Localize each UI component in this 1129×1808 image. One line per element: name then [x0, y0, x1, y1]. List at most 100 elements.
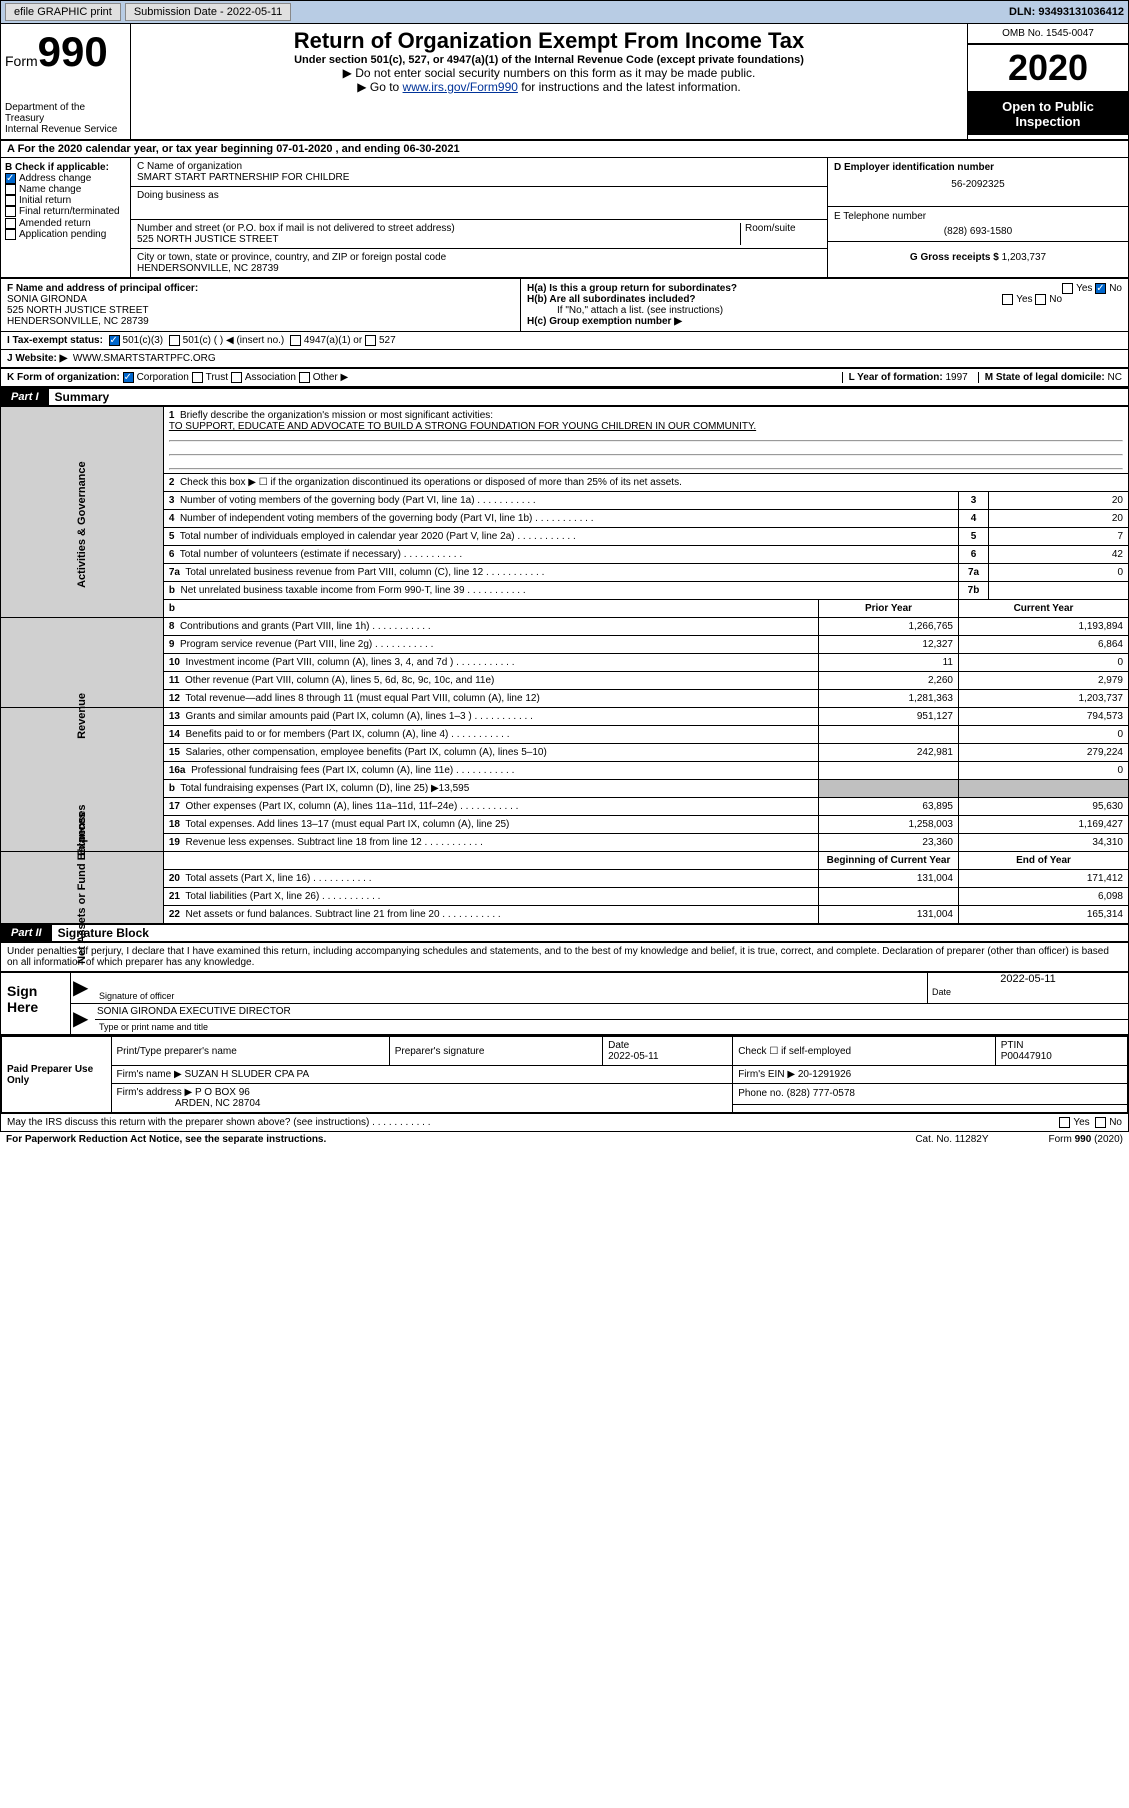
re3n: 16a [169, 765, 186, 776]
gr1v: 20 [989, 510, 1129, 528]
rn2n: 22 [169, 909, 180, 920]
ein-label: Firm's EIN ▶ [738, 1069, 795, 1080]
re6p: 1,258,003 [819, 816, 959, 834]
f-street: 525 NORTH JUSTICE STREET [7, 305, 149, 316]
chk-527[interactable] [365, 335, 376, 346]
re7n: 19 [169, 837, 180, 848]
penalties-text: Under penalties of perjury, I declare th… [0, 942, 1129, 972]
chk-trust[interactable] [192, 372, 203, 383]
chk-corp[interactable] [123, 372, 134, 383]
chk-501c3[interactable] [109, 335, 120, 346]
line-a: A For the 2020 calendar year, or tax yea… [0, 141, 1129, 158]
rr1t: Program service revenue (Part VIII, line… [180, 639, 433, 650]
dy: Yes [1073, 1117, 1089, 1128]
ha-label: H(a) Is this a group return for subordin… [527, 283, 737, 294]
omb-box: OMB No. 1545-0047 [968, 24, 1128, 45]
chk-pending[interactable] [5, 229, 16, 240]
hb-yes[interactable] [1002, 294, 1013, 305]
gr5t: Net unrelated business taxable income fr… [180, 585, 525, 596]
sig-name: SONIA GIRONDA EXECUTIVE DIRECTOR [95, 1004, 1128, 1020]
rn2p: 131,004 [819, 906, 959, 924]
section-f: F Name and address of principal officer:… [1, 279, 521, 331]
f-label: F Name and address of principal officer: [7, 283, 198, 294]
sign-here-label: Sign Here [1, 973, 71, 1034]
dept-1: Department of the Treasury [5, 102, 126, 124]
chk-assoc[interactable] [231, 372, 242, 383]
rr2t: Investment income (Part VIII, column (A)… [186, 657, 515, 668]
re5n: 17 [169, 801, 180, 812]
chk-final-return[interactable] [5, 206, 16, 217]
col-hdr-row: bPrior YearCurrent Year [1, 600, 1129, 618]
phone-value: (828) 693-1580 [834, 226, 1122, 237]
ln2n: 2 [169, 477, 175, 488]
gr0b: 3 [959, 492, 989, 510]
prep-h1: Print/Type preparer's name [111, 1036, 389, 1066]
rn1t: Total liabilities (Part X, line 26) [185, 891, 380, 902]
city-label: City or town, state or province, country… [137, 252, 446, 263]
chk-amended[interactable] [5, 218, 16, 229]
d-label: D Employer identification number [834, 162, 994, 173]
prep-h3: Date [608, 1040, 629, 1051]
section-d: D Employer identification number 56-2092… [828, 158, 1128, 207]
begin-hdr: Beginning of Current Year [827, 855, 951, 866]
ha-no[interactable] [1095, 283, 1106, 294]
part2-hdr: Part II [1, 925, 52, 941]
ha-yes[interactable] [1062, 283, 1073, 294]
no-lbl2: No [1049, 294, 1062, 305]
chk-name-change[interactable] [5, 184, 16, 195]
rr4t: Total revenue—add lines 8 through 11 (mu… [185, 693, 539, 704]
top-bar: efile GRAPHIC print Submission Date - 20… [0, 0, 1129, 24]
rr1p: 12,327 [819, 636, 959, 654]
gr2b: 5 [959, 528, 989, 546]
gov-row-4: 4 Number of independent voting members o… [1, 510, 1129, 528]
gov-row-7b: b Net unrelated business taxable income … [1, 582, 1129, 600]
b-opt-2: Initial return [19, 195, 71, 206]
gr1b: 4 [959, 510, 989, 528]
re5p: 63,895 [819, 798, 959, 816]
section-h: H(a) Is this a group return for subordin… [521, 279, 1128, 331]
re6t: Total expenses. Add lines 13–17 (must eq… [185, 819, 509, 830]
form-title: Return of Organization Exempt From Incom… [135, 28, 963, 54]
chk-initial-return[interactable] [5, 195, 16, 206]
chk-501c[interactable] [169, 335, 180, 346]
gr0t: Number of voting members of the governin… [180, 495, 536, 506]
form-number: 990 [38, 28, 108, 75]
b-opt-4: Amended return [19, 218, 91, 229]
dba-cell: Doing business as [131, 187, 827, 220]
city-cell: City or town, state or province, country… [131, 249, 827, 277]
i-opt1: 501(c) ( ) ◀ (insert no.) [183, 335, 285, 346]
prior-hdr: Prior Year [865, 603, 912, 614]
form-header: Form990 Department of the Treasury Inter… [0, 24, 1129, 141]
gr2v: 7 [989, 528, 1129, 546]
re5c: 95,630 [959, 798, 1129, 816]
part1-title: Summary [55, 390, 110, 404]
f-name: SONIA GIRONDA [7, 294, 87, 305]
re0n: 13 [169, 711, 180, 722]
re1c: 0 [959, 726, 1129, 744]
vert-rev: Revenue [1, 618, 164, 708]
g-label: G Gross receipts $ [910, 252, 999, 263]
right-info: D Employer identification number 56-2092… [828, 158, 1128, 277]
title-col: Return of Organization Exempt From Incom… [131, 24, 968, 139]
sub3-suffix: for instructions and the latest informat… [518, 80, 741, 94]
re7p: 23,360 [819, 834, 959, 852]
section-j: J Website: ▶ WWW.SMARTSTARTPFC.ORG [0, 350, 1129, 369]
rn1c: 6,098 [959, 888, 1129, 906]
form990-link[interactable]: www.irs.gov/Form990 [403, 80, 518, 94]
chk-other[interactable] [299, 372, 310, 383]
gr0v: 20 [989, 492, 1129, 510]
chk-address-change[interactable] [5, 173, 16, 184]
efile-button[interactable]: efile GRAPHIC print [5, 3, 121, 21]
j-value: WWW.SMARTSTARTPFC.ORG [73, 353, 216, 364]
submission-date-button[interactable]: Submission Date - 2022-05-11 [125, 3, 291, 21]
part2-header: Part II Signature Block [0, 924, 1129, 942]
e-label: E Telephone number [834, 211, 926, 222]
hb-no[interactable] [1035, 294, 1046, 305]
discuss-yes[interactable] [1059, 1117, 1070, 1128]
chk-4947[interactable] [290, 335, 301, 346]
i-opt0: 501(c)(3) [123, 335, 164, 346]
discuss-no[interactable] [1095, 1117, 1106, 1128]
prep-addr2: ARDEN, NC 28704 [175, 1098, 261, 1109]
section-c: C Name of organization SMART START PARTN… [131, 158, 828, 277]
l-label: L Year of formation: [849, 372, 943, 383]
